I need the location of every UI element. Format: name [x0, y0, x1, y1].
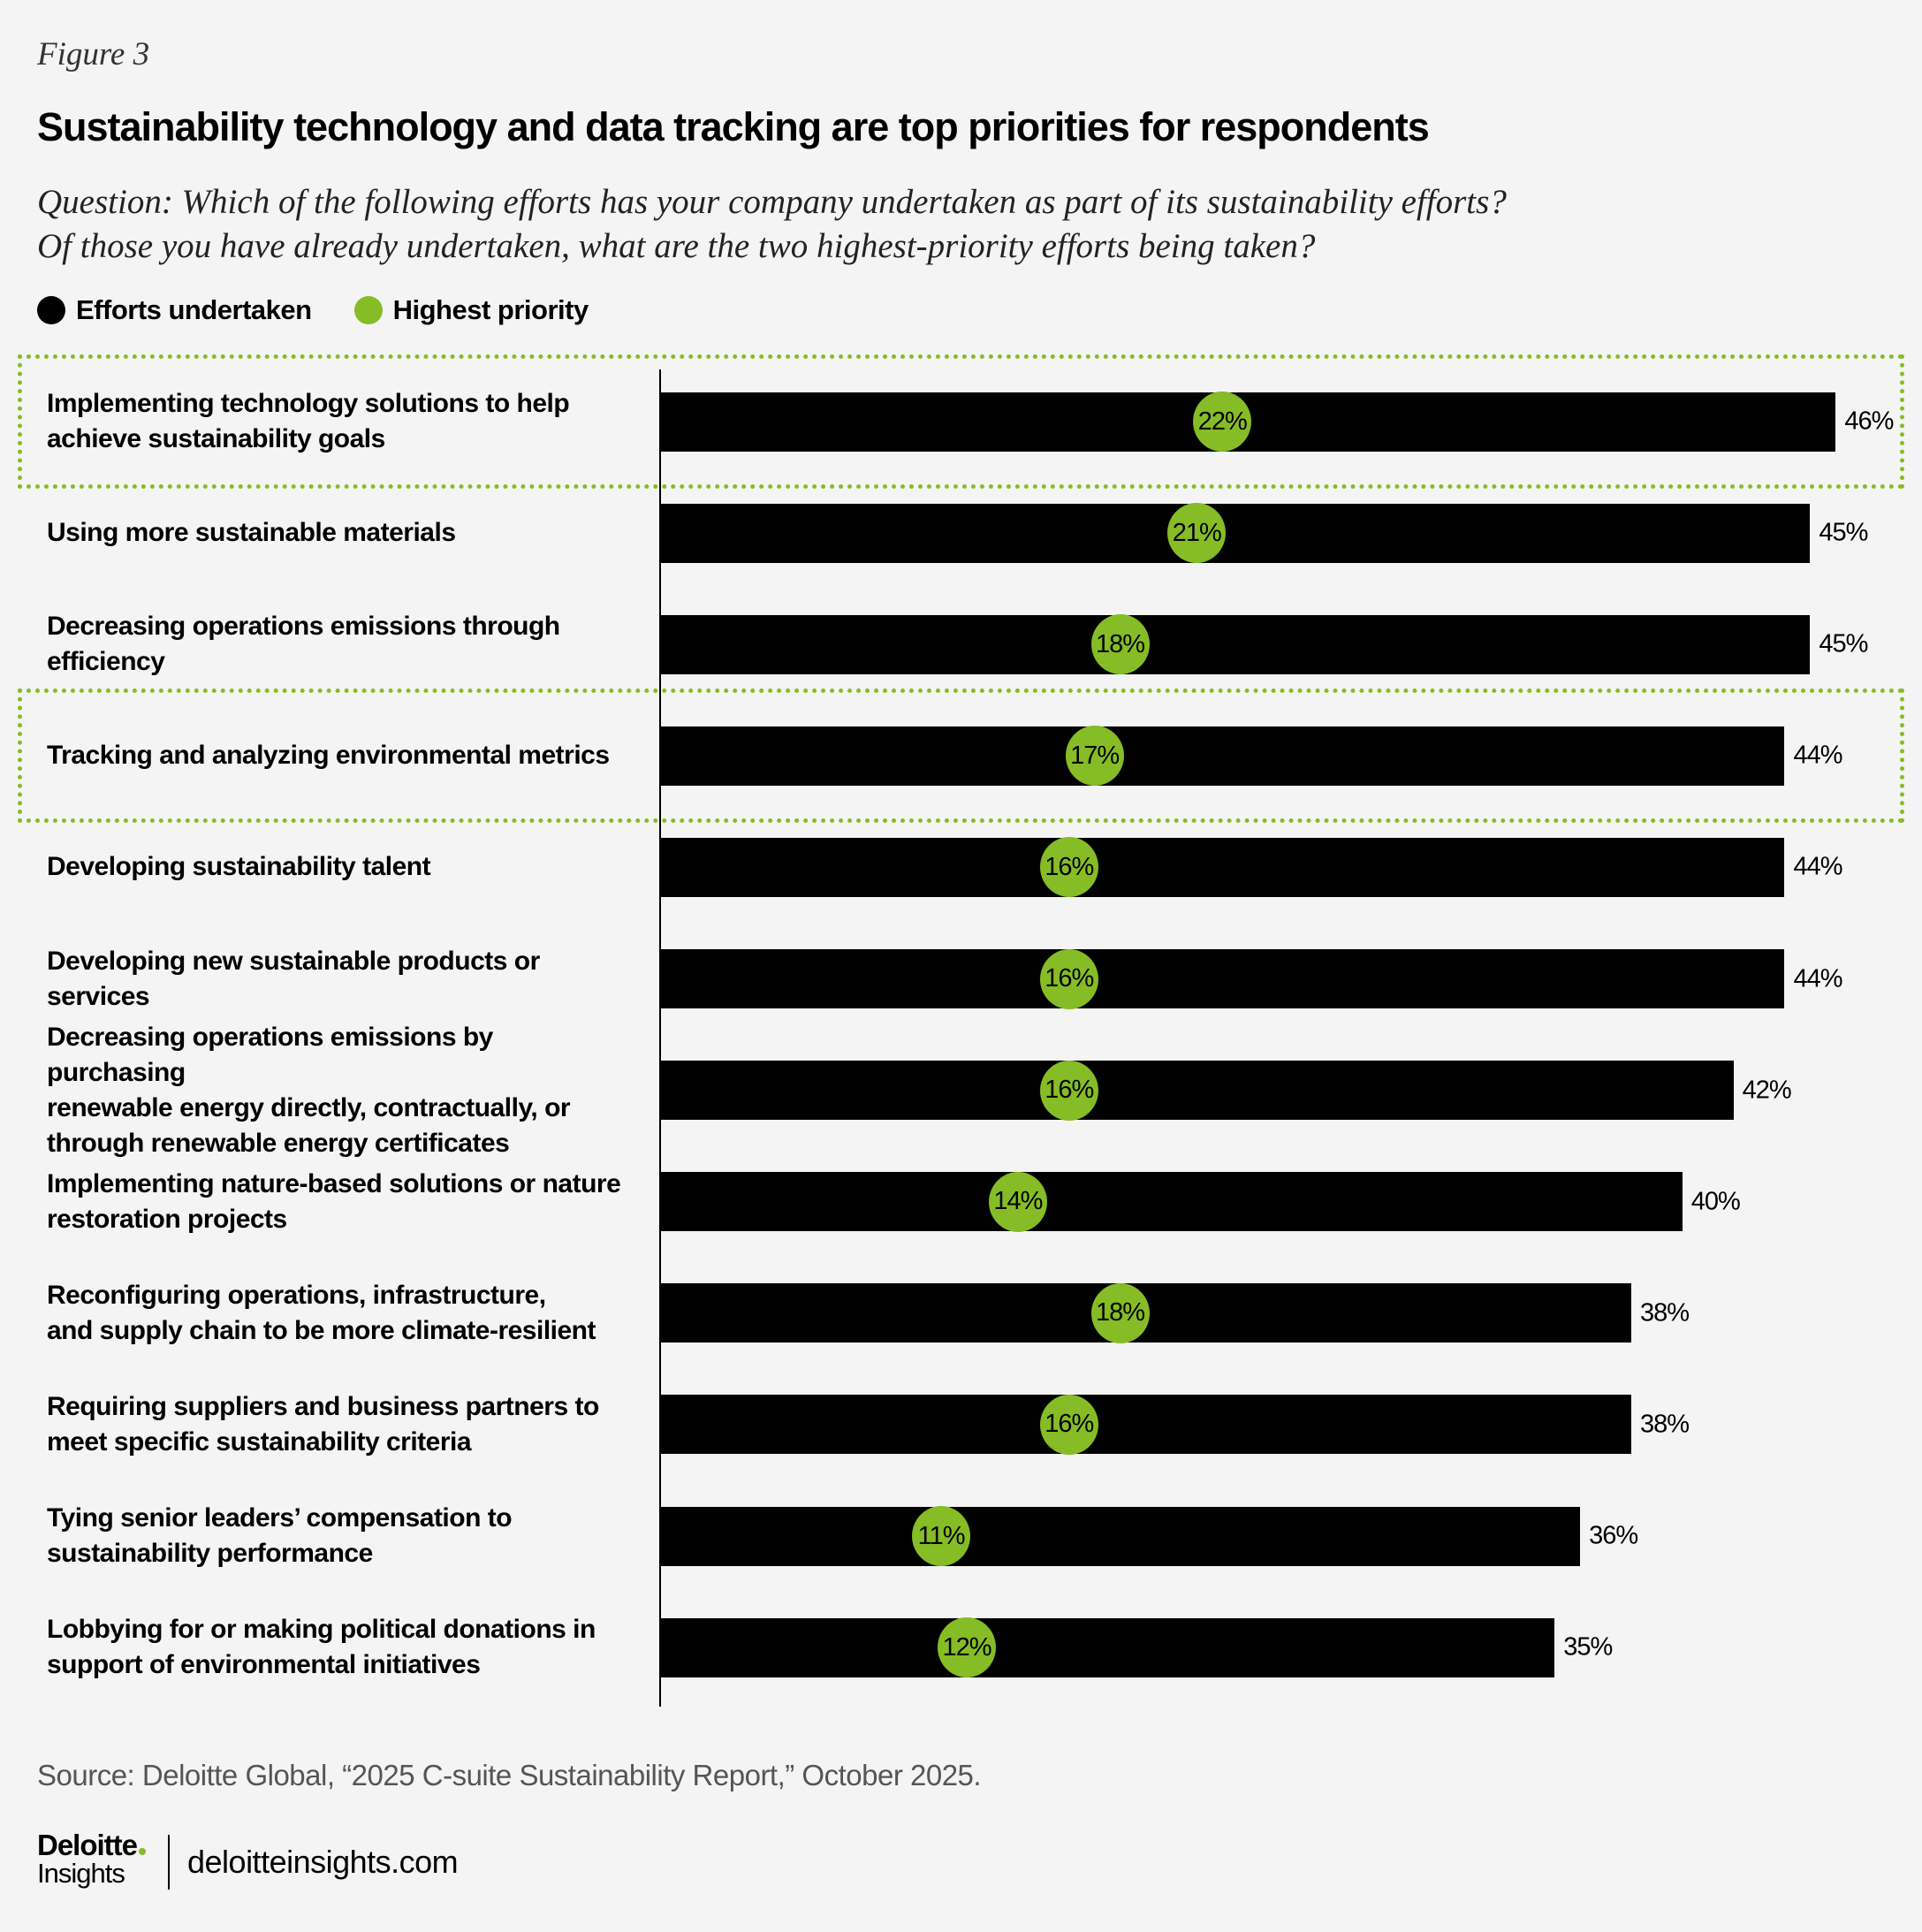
category-label-line: and supply chain to be more climate-resi… [47, 1315, 596, 1345]
value-label: 40% [1690, 1187, 1741, 1216]
figure-label: Figure 3 [37, 36, 150, 72]
category-label-line: Tying senior leaders’ compensation to [47, 1503, 513, 1533]
bar-efforts-undertaken [660, 726, 1785, 786]
source-note: Source: Deloitte Global, “2025 C-suite S… [37, 1759, 982, 1791]
category-label-line: restoration projects [47, 1204, 287, 1234]
legend-swatch-black [37, 296, 65, 324]
value-label: 38% [1639, 1410, 1690, 1439]
bar-efforts-undertaken [660, 949, 1785, 1008]
dot-highest-priority: 16% [1039, 948, 1098, 1009]
legend-label: Efforts undertaken [76, 294, 312, 325]
category-label-line: Implementing nature-based solutions or n… [47, 1168, 621, 1198]
value-label: 45% [1819, 518, 1868, 547]
category-label: Developing new sustainable products or s… [47, 944, 630, 1015]
category-label: Developing sustainability talent [47, 849, 630, 885]
category-label-line: Reconfiguring operations, infrastructure… [47, 1280, 546, 1310]
dot-highest-priority: 21% [1167, 503, 1227, 564]
chart-title: Sustainability technology and data track… [37, 104, 1430, 149]
dot-highest-priority: 18% [1090, 614, 1150, 675]
category-label: Reconfiguring operations, infrastructure… [47, 1278, 630, 1349]
dot-highest-priority: 22% [1193, 392, 1252, 452]
dot-highest-priority: 16% [1039, 837, 1098, 898]
legend-label: Highest priority [392, 294, 589, 325]
value-label: 44% [1793, 741, 1842, 770]
legend: Efforts undertaken Highest priority [37, 294, 631, 326]
category-label-line: Decreasing operations emissions by purch… [47, 1022, 493, 1087]
bar-efforts-undertaken [660, 1617, 1555, 1677]
y-axis-line [659, 369, 661, 1707]
category-label-line: Lobbying for or making political donatio… [47, 1615, 596, 1645]
category-label: Implementing technology solutions to hel… [47, 386, 630, 457]
legend-item-priority: Highest priority [353, 294, 589, 326]
category-label: Tracking and analyzing environmental met… [47, 738, 630, 773]
footer-divider [168, 1835, 170, 1890]
value-label: 42% [1742, 1076, 1792, 1105]
category-label-line: efficiency [47, 647, 165, 677]
value-label: 38% [1639, 1298, 1690, 1327]
category-label-line: Developing new sustainable products or s… [47, 946, 540, 1011]
category-label: Using more sustainable materials [47, 515, 630, 551]
category-label-line: achieve sustainability goals [47, 424, 385, 453]
bar-efforts-undertaken [660, 1172, 1683, 1232]
value-label: 44% [1793, 964, 1842, 993]
category-label-line: Implementing technology solutions to hel… [47, 389, 570, 418]
site-link[interactable]: deloitteinsights.com [187, 1844, 459, 1880]
dot-highest-priority: 17% [1065, 726, 1124, 787]
highlight-box [18, 354, 1904, 489]
bar-efforts-undertaken [660, 1395, 1631, 1455]
category-label-line: support of environmental initiatives [47, 1650, 481, 1680]
bar-efforts-undertaken [660, 837, 1785, 897]
value-label: 46% [1844, 407, 1894, 436]
legend-swatch-green [353, 296, 383, 324]
category-label: Tying senior leaders’ compensation to sus… [47, 1501, 630, 1571]
dot-highest-priority: 11% [912, 1506, 971, 1566]
value-label: 36% [1589, 1521, 1638, 1550]
category-label-line: Using more sustainable materials [47, 518, 456, 548]
category-label: Decreasing operations emissions by purch… [47, 1020, 630, 1161]
dot-highest-priority: 18% [1090, 1282, 1150, 1343]
category-label-line: through renewable energy certificates [47, 1128, 510, 1158]
value-label: 44% [1793, 852, 1842, 881]
category-label-line: Decreasing operations emissions through [47, 612, 560, 642]
category-label: Implementing nature-based solutions or n… [47, 1167, 630, 1237]
category-label-line: Tracking and analyzing environmental met… [47, 741, 610, 771]
value-label: 35% [1563, 1632, 1613, 1662]
bar-efforts-undertaken [660, 614, 1811, 674]
category-label: Requiring suppliers and business partner… [47, 1389, 630, 1460]
highlight-box [18, 688, 1904, 824]
category-label: Decreasing operations emissions through e… [47, 609, 630, 680]
dot-highest-priority: 16% [1039, 1394, 1098, 1455]
category-label-line: sustainability performance [47, 1539, 373, 1568]
dot-highest-priority: 16% [1039, 1060, 1098, 1121]
legend-item-efforts: Efforts undertaken [37, 294, 312, 326]
subtitle-line: Of those you have already undertaken, wh… [37, 227, 1316, 265]
category-label-line: Developing sustainability talent [47, 852, 431, 882]
bar-efforts-undertaken [660, 1506, 1581, 1566]
category-label-line: renewable energy directly, contractually… [47, 1092, 571, 1122]
subtitle-line: Question: Which of the following efforts… [37, 183, 1507, 221]
value-label: 45% [1819, 629, 1868, 658]
category-label-line: meet specific sustainability criteria [47, 1426, 472, 1457]
category-label: Lobbying for or making political donatio… [47, 1612, 630, 1683]
bar-efforts-undertaken [660, 503, 1811, 563]
dot-highest-priority: 12% [938, 1617, 997, 1678]
bar-efforts-undertaken [660, 1061, 1734, 1121]
deloitte-insights-logo: Deloitte Insights [37, 1830, 147, 1888]
dot-highest-priority: 14% [988, 1171, 1047, 1232]
chart-subtitle: Question: Which of the following efforts… [37, 180, 1507, 269]
category-label-line: Requiring suppliers and business partner… [47, 1391, 599, 1421]
